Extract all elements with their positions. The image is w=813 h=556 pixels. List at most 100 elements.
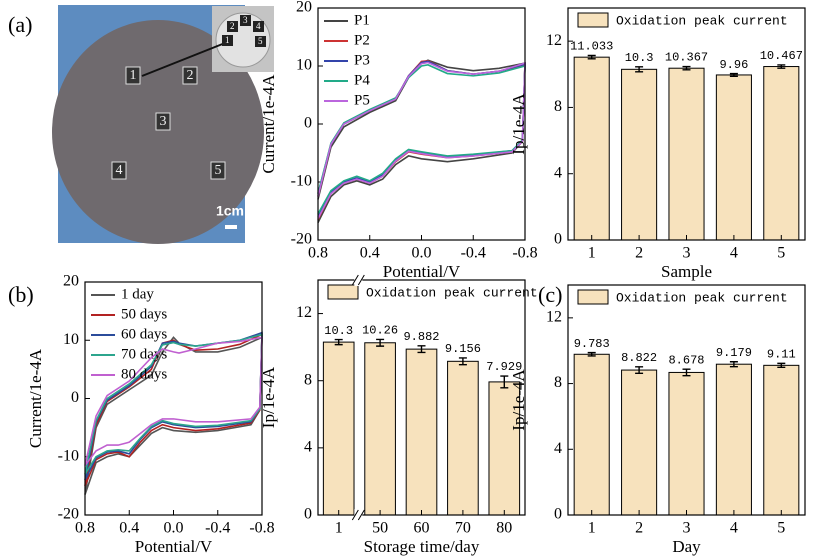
y-tick-label: 12 — [296, 304, 312, 321]
plot-frame — [567, 7, 806, 241]
scale-bar-label: 1cm — [216, 203, 244, 219]
y-axis-label: Current/1e-4A — [259, 74, 278, 174]
x-tick-label: 80 — [496, 520, 512, 537]
x-tick-label: 2 — [635, 245, 643, 262]
error-bar — [417, 345, 426, 354]
y-tick-label: 10 — [296, 57, 312, 74]
axis-break — [351, 274, 365, 286]
x-tick-label: 0.0 — [164, 520, 184, 537]
bar — [488, 381, 521, 516]
bar — [364, 342, 396, 516]
value-label: 8.678 — [668, 353, 704, 367]
legend-label: P2 — [354, 32, 370, 48]
y-tick-label: 4 — [554, 440, 562, 457]
bar — [573, 56, 610, 241]
y-tick-label: 0 — [554, 506, 562, 523]
x-tick-label: 4 — [730, 245, 738, 262]
cv-curve — [317, 61, 526, 219]
bar — [763, 364, 800, 516]
x-tick-label: 0.8 — [308, 245, 328, 262]
sample-markers: 1 2 3 4 5 — [111, 66, 226, 180]
bar — [668, 371, 705, 516]
axis-break-gap — [354, 509, 363, 521]
x-axis-label: Potential/V — [135, 537, 213, 556]
error-bar — [376, 338, 385, 347]
axis-break — [351, 509, 365, 521]
sample-label: 1 — [130, 68, 137, 83]
axis-break-gap — [354, 274, 363, 286]
y-tick-label: 8 — [554, 98, 562, 115]
error-bar — [729, 361, 738, 368]
error-bar — [587, 351, 596, 357]
sample-label: 3 — [160, 114, 167, 129]
x-axis-label: Day — [672, 537, 701, 556]
panel-label: (c) — [538, 282, 562, 307]
inset-piece — [253, 21, 264, 32]
bar — [668, 67, 705, 241]
sample-marker — [125, 66, 141, 85]
inset-piece — [227, 21, 238, 32]
x-tick-label: 0.0 — [412, 245, 432, 262]
legend-label: P1 — [354, 12, 370, 28]
sample-label: 2 — [187, 68, 194, 83]
y-tick-label: 4 — [304, 439, 312, 456]
value-label: 11.033 — [570, 40, 613, 54]
x-tick-label: 60 — [414, 520, 430, 537]
sample-marker — [182, 66, 198, 85]
y-tick-label: 8 — [554, 374, 562, 391]
sample-marker — [111, 161, 127, 180]
y-tick-label: 20 — [63, 273, 79, 290]
legend-label: 60 days — [121, 326, 167, 342]
value-label: 10.467 — [760, 49, 803, 63]
value-label: 10.367 — [665, 51, 708, 65]
error-bar — [587, 54, 596, 60]
error-bar — [729, 72, 738, 77]
y-tick-label: 4 — [554, 164, 562, 181]
x-tick-label: 5 — [777, 520, 785, 537]
legend-label: Oxidation peak current — [616, 290, 788, 305]
inset-labels: 1 2 3 4 5 — [225, 15, 263, 46]
y-axis-label: Ip/1e-4A — [509, 93, 528, 155]
error-bar — [777, 362, 786, 369]
value-label: 10.3 — [625, 51, 654, 65]
y-tick-label: 0 — [554, 231, 562, 248]
bar — [573, 353, 610, 516]
x-tick-label: 0.4 — [360, 245, 380, 262]
value-label: 9.783 — [574, 337, 610, 351]
x-axis-label: Sample — [661, 262, 712, 281]
x-tick-label: -0.8 — [512, 245, 537, 262]
y-axis-label: Ip/1e-4A — [259, 366, 278, 428]
legend-swatch — [577, 289, 609, 305]
x-tick-label: -0.4 — [461, 245, 486, 262]
error-bar — [635, 66, 644, 73]
y-tick-label: -10 — [58, 447, 79, 464]
y-tick-label: 0 — [304, 506, 312, 523]
inset-label: 5 — [258, 36, 263, 46]
inset-label: 4 — [256, 21, 261, 31]
plot-frame — [84, 281, 263, 516]
y-tick-label: 12 — [546, 32, 562, 49]
x-tick-label: 50 — [372, 520, 388, 537]
inset-label: 1 — [225, 35, 230, 45]
x-tick-label: 4 — [730, 520, 738, 537]
bar — [447, 360, 479, 516]
error-bar — [635, 366, 644, 375]
scale-bar — [225, 225, 237, 229]
x-axis-label: Potential/V — [383, 262, 461, 281]
plot-frame — [317, 7, 526, 241]
x-tick-label: -0.4 — [205, 520, 230, 537]
bar — [621, 369, 658, 516]
x-axis-label: Storage time/day — [364, 537, 480, 556]
cv-curve — [317, 59, 526, 221]
y-tick-label: 10 — [63, 331, 79, 348]
error-bar — [500, 375, 509, 389]
y-tick-label: 12 — [546, 309, 562, 326]
y-axis-label: Ip/1e-4A — [509, 369, 528, 431]
legend-label: 50 days — [121, 306, 167, 322]
legend-label: Oxidation peak current — [616, 13, 788, 28]
x-tick-label: 70 — [455, 520, 471, 537]
legend-label: 80 days — [121, 366, 167, 382]
bar — [322, 341, 355, 516]
x-tick-label: 5 — [777, 245, 785, 262]
